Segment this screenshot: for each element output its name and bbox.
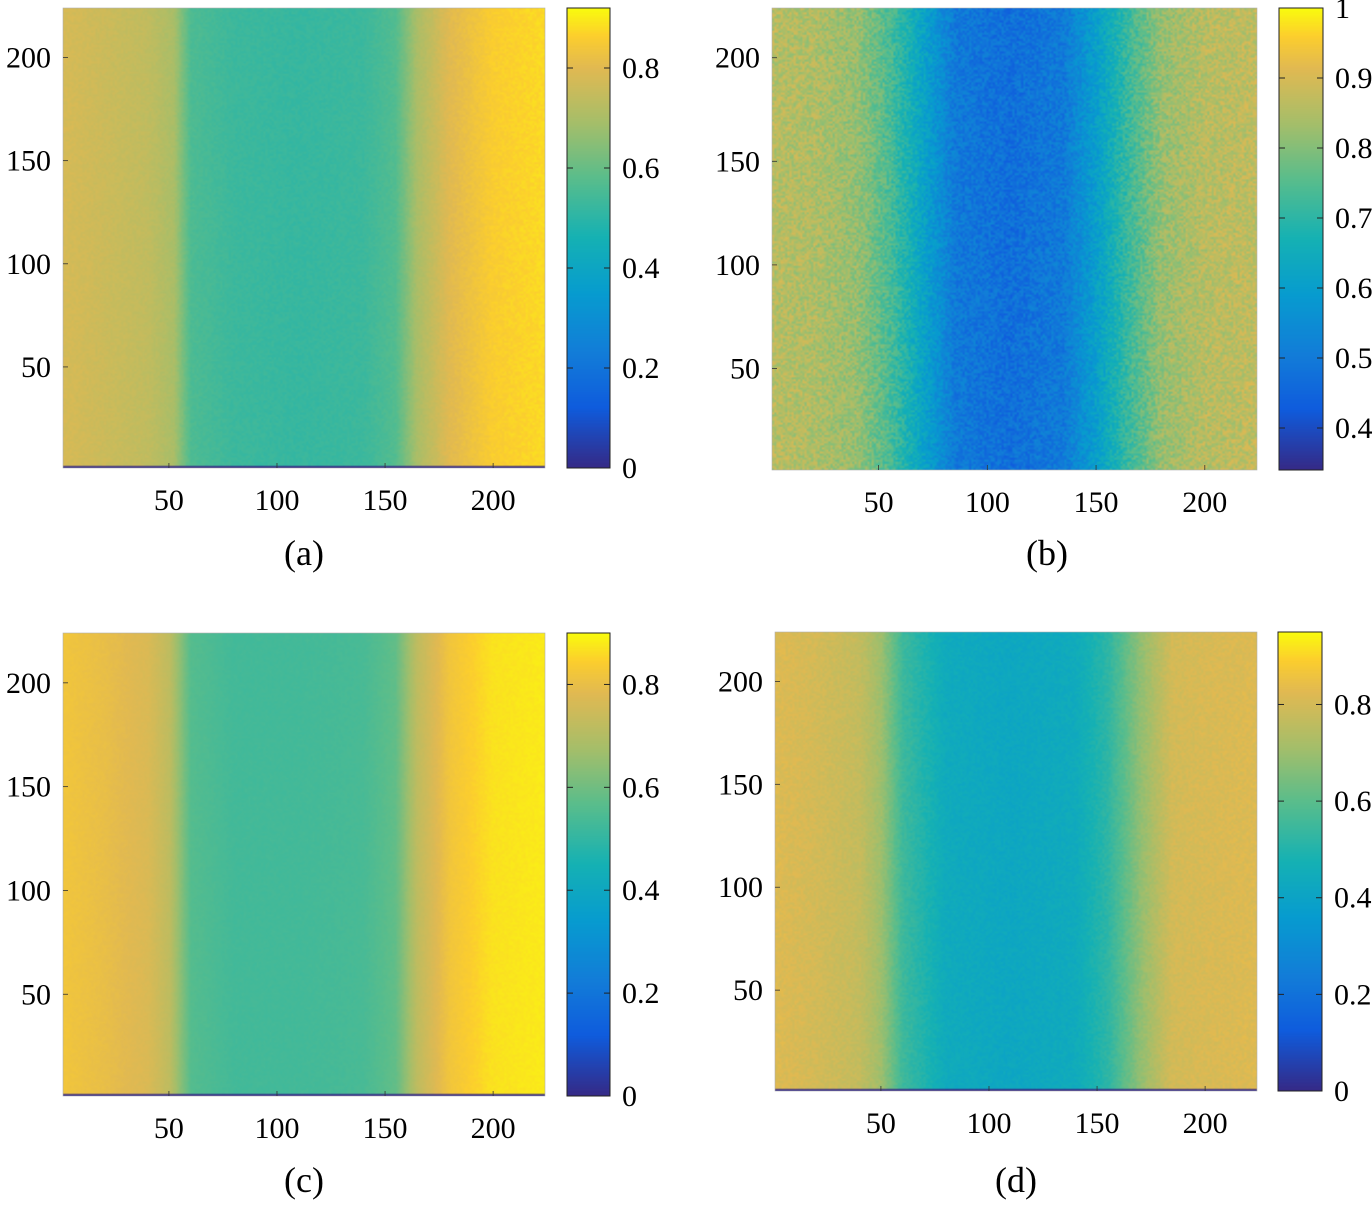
colorbar-tick-label: 0.6 (622, 771, 660, 804)
colorbar-tick-label: 0.6 (622, 152, 660, 185)
x-tick-label: 100 (254, 484, 299, 517)
panel-b: 50 100 150 200 50 100 150 200 0.4 0.5 0.6 0.7 0.8 0.9… (715, 0, 1372, 573)
x-tick-label: 50 (866, 1107, 896, 1140)
heatmap-image (775, 632, 1257, 1091)
colorbar-tick-label: 0.4 (1334, 882, 1372, 915)
panel-caption: (d) (995, 1160, 1037, 1200)
colorbar-tick-label: 0.8 (1334, 688, 1372, 721)
x-tick-label: 150 (363, 1112, 408, 1145)
colorbar-frame (566, 632, 611, 1097)
colorbar (567, 8, 610, 468)
y-tick-label: 200 (6, 667, 51, 700)
y-tick-label: 100 (6, 874, 51, 907)
y-tick-label: 50 (21, 978, 51, 1011)
y-tick-label: 100 (6, 248, 51, 281)
x-tick-label: 150 (363, 484, 408, 517)
heatmap-image (63, 8, 545, 468)
x-tick-label: 100 (254, 1112, 299, 1145)
y-tick-label: 50 (730, 352, 760, 385)
panel-caption: (c) (284, 1160, 324, 1200)
y-tick-label: 150 (718, 768, 763, 801)
x-tick-label: 200 (471, 484, 516, 517)
y-tick-label: 200 (6, 42, 51, 75)
colorbar-tick-label: 0.9 (1335, 62, 1372, 95)
heatmap-image (772, 8, 1257, 470)
x-tick-label: 100 (966, 1107, 1011, 1140)
axes-box (62, 632, 546, 1097)
heatmap-image (63, 633, 545, 1096)
colorbar-tick-label: 0 (622, 1080, 637, 1113)
panel-caption: (a) (284, 533, 324, 573)
colorbar-tick-label: 0.5 (1335, 342, 1372, 375)
x-tick-label: 50 (154, 484, 184, 517)
y-tick-label: 50 (733, 974, 763, 1007)
x-tick-label: 200 (471, 1112, 516, 1145)
y-tick-label: 150 (6, 771, 51, 804)
colorbar-frame (1277, 631, 1323, 1092)
colorbar-tick-label: 0.6 (1334, 785, 1372, 818)
y-tick-label: 200 (715, 42, 760, 75)
x-tick-label: 150 (1075, 1107, 1120, 1140)
panel-caption: (b) (1026, 533, 1068, 573)
y-tick-label: 200 (718, 665, 763, 698)
colorbar-frame (566, 7, 611, 469)
y-tick-label: 50 (21, 351, 51, 384)
x-tick-label: 200 (1183, 1107, 1228, 1140)
colorbar-tick-label: 1 (1335, 0, 1350, 25)
y-tick-label: 100 (718, 871, 763, 904)
colorbar-tick-label: 0.8 (622, 668, 660, 701)
x-tick-label: 150 (1074, 486, 1119, 519)
colorbar (1278, 632, 1322, 1091)
colorbar-tick-label: 0.2 (1334, 978, 1372, 1011)
x-tick-label: 50 (864, 486, 894, 519)
colorbar-tick-label: 0.6 (1335, 272, 1372, 305)
panel-c: 50 100 150 200 50 100 150 200 0 0.2 0.4 0.6 0.8 (c) (6, 632, 660, 1200)
colorbar (1279, 8, 1323, 470)
axes-box (771, 7, 1258, 471)
colorbar-frame (1278, 7, 1324, 471)
colorbar-tick-label: 0.8 (622, 52, 660, 85)
colorbar (567, 633, 610, 1096)
colorbar-tick-label: 0.8 (1335, 132, 1372, 165)
colorbar-tick-label: 0.4 (622, 252, 660, 285)
colorbar-tick-label: 0 (622, 452, 637, 485)
colorbar-tick-label: 0.4 (1335, 412, 1372, 445)
colorbar-tick-label: 0.4 (622, 874, 660, 907)
axes-box (774, 631, 1258, 1092)
colorbar-tick-label: 0.2 (622, 977, 660, 1010)
panel-d: 50 100 150 200 50 100 150 200 0 0.2 0.4 0.6 0.8 (d) (718, 631, 1372, 1200)
x-tick-label: 50 (154, 1112, 184, 1145)
y-tick-label: 100 (715, 249, 760, 282)
y-tick-label: 150 (6, 145, 51, 178)
colorbar-tick-label: 0 (1334, 1075, 1349, 1108)
x-tick-label: 200 (1182, 486, 1227, 519)
panel-a: 50 100 150 200 50 100 150 200 0 0.2 0.4 0.6 0.8 (a) (6, 7, 660, 573)
y-tick-label: 150 (715, 145, 760, 178)
x-tick-label: 100 (965, 486, 1010, 519)
colorbar-tick-label: 0.2 (622, 352, 660, 385)
axes-box (62, 7, 546, 469)
colorbar-tick-label: 0.7 (1335, 202, 1372, 235)
